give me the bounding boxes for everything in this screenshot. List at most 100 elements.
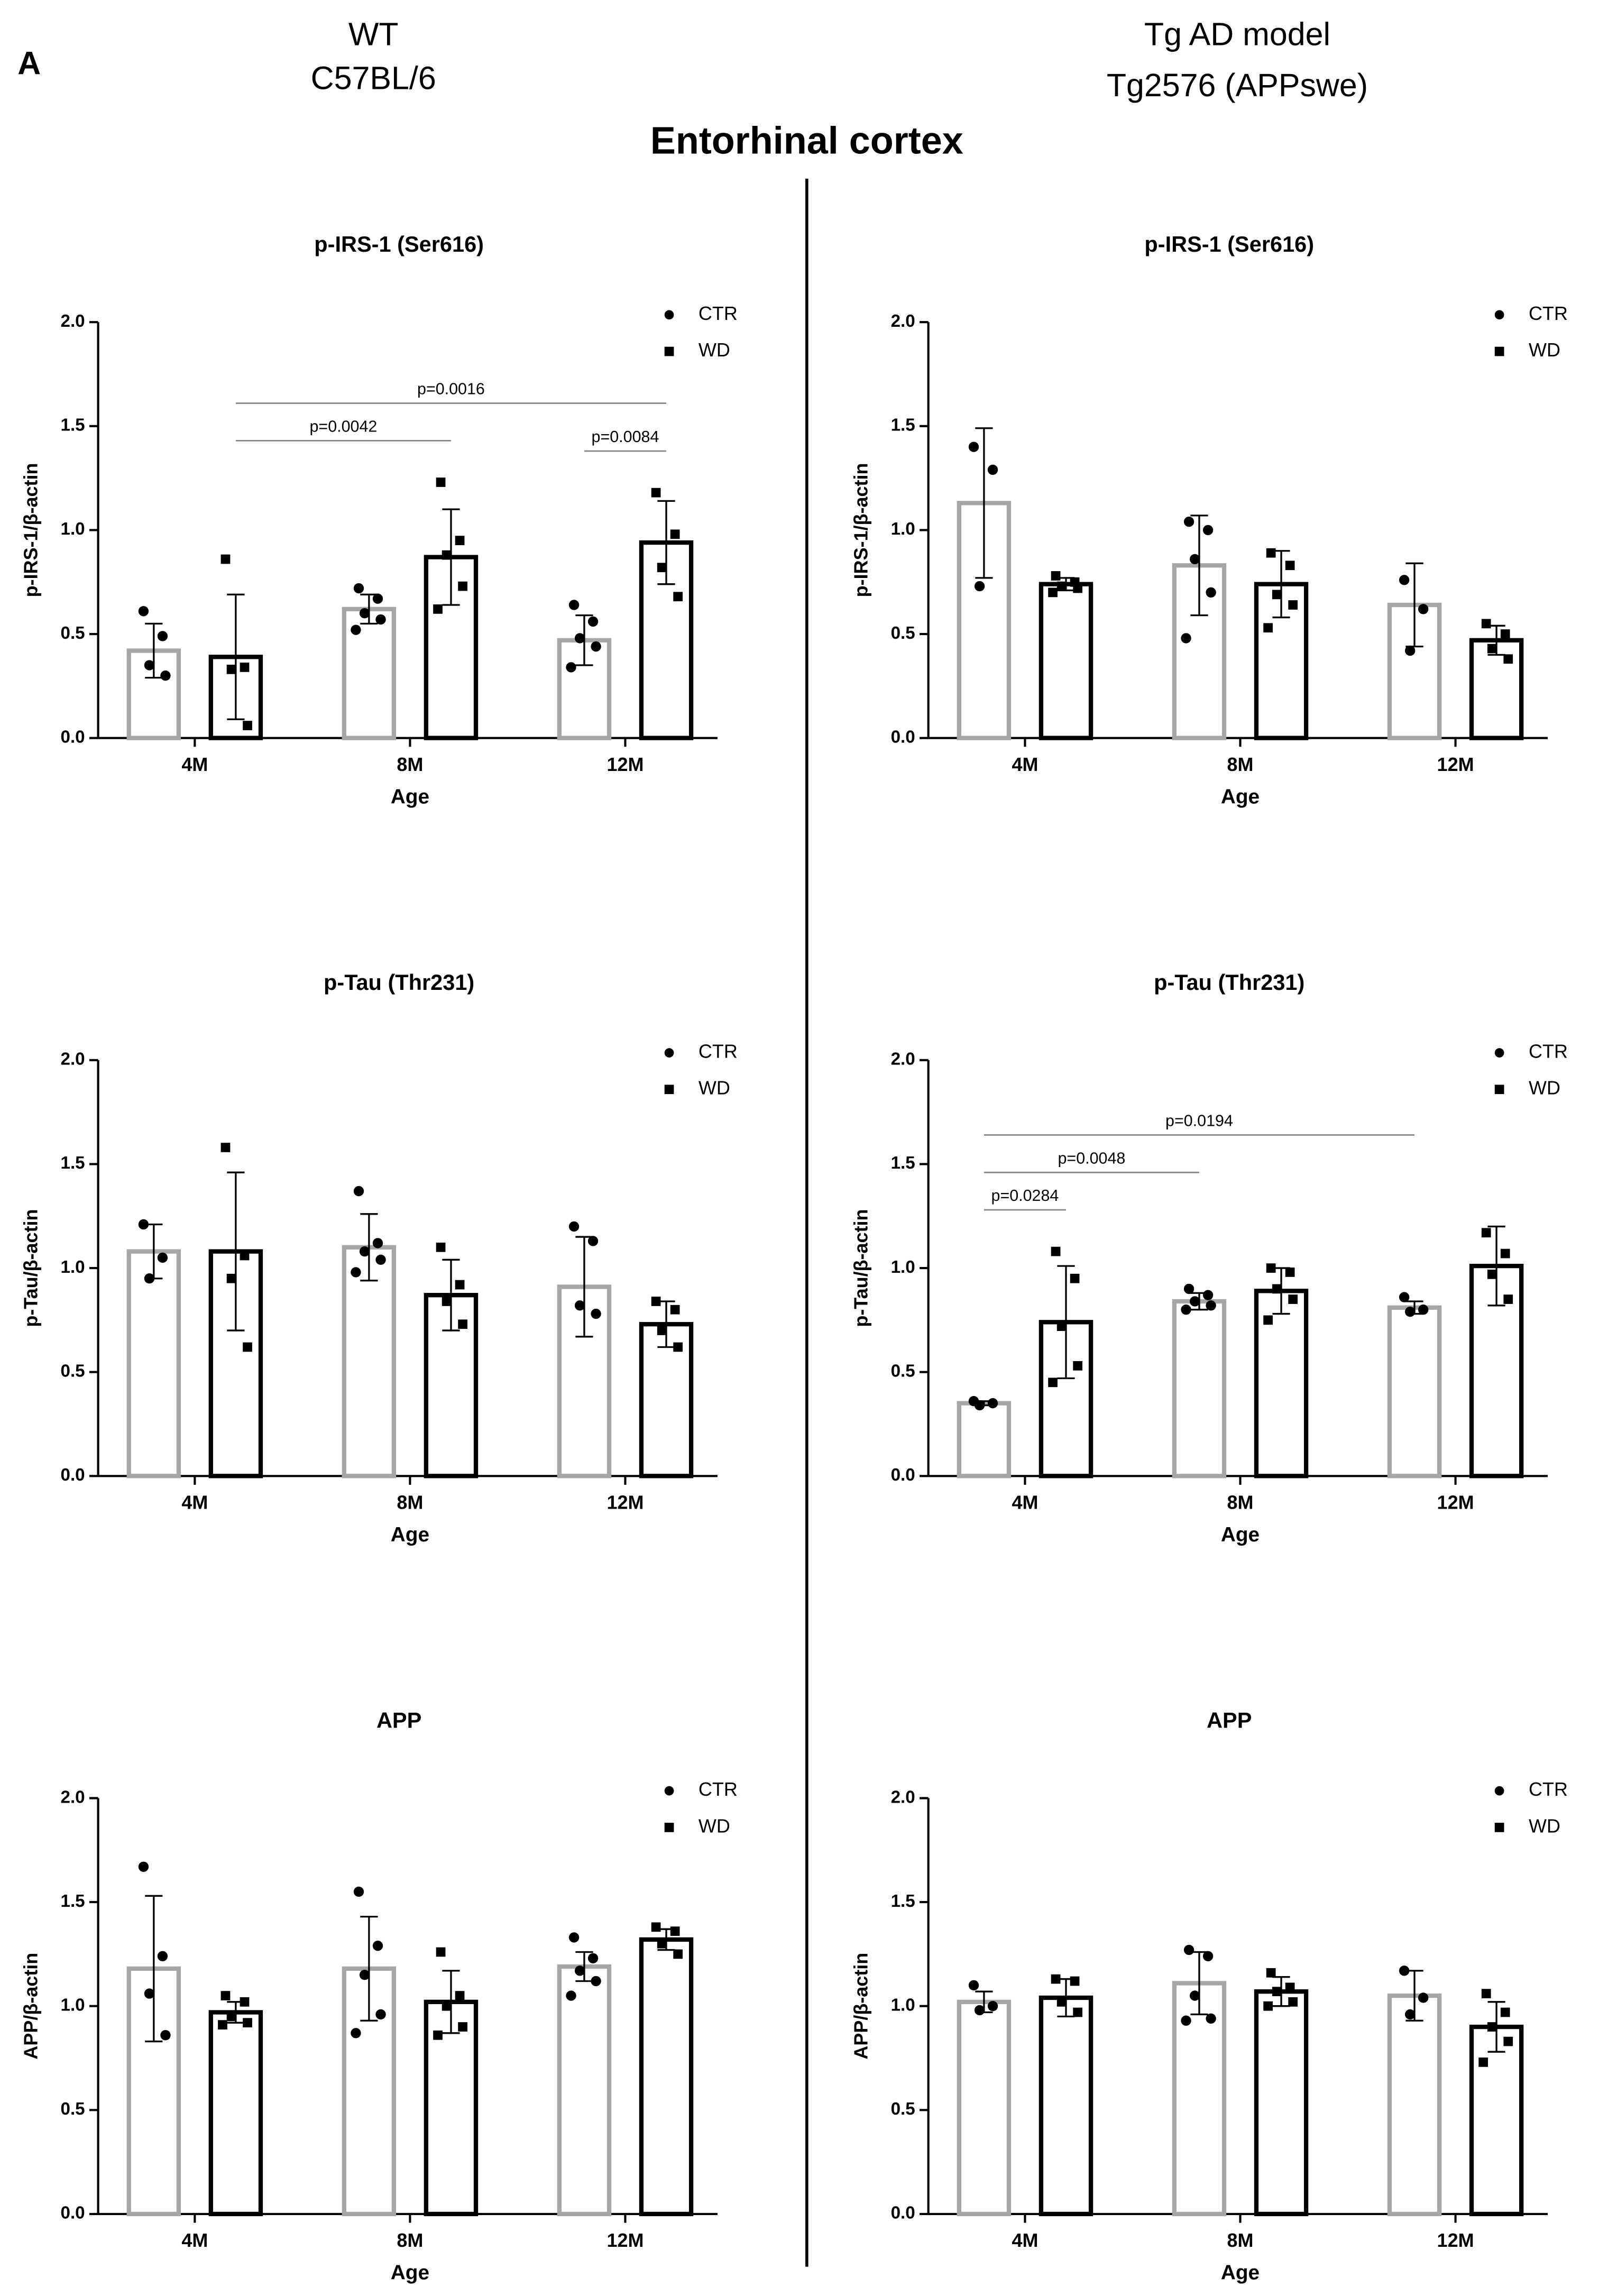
data-point bbox=[591, 1976, 601, 1987]
data-point bbox=[587, 1953, 599, 1963]
data-point bbox=[436, 1242, 446, 1252]
y-tick-label: 1.5 bbox=[60, 416, 85, 435]
data-point bbox=[673, 1342, 683, 1352]
data-point bbox=[1285, 561, 1295, 571]
data-point bbox=[657, 1326, 667, 1335]
data-point bbox=[1399, 575, 1410, 585]
data-point bbox=[160, 670, 171, 681]
y-tick-label: 1.5 bbox=[60, 1153, 85, 1173]
data-point bbox=[1418, 1992, 1429, 2003]
data-point bbox=[1183, 1283, 1194, 1294]
data-point bbox=[240, 1251, 250, 1261]
legend-label: CTR bbox=[1529, 1041, 1568, 1062]
significance-label: p=0.0048 bbox=[1058, 1149, 1126, 1167]
significance-label: p=0.0042 bbox=[309, 417, 377, 435]
data-point bbox=[1056, 1997, 1067, 2007]
legend-marker bbox=[664, 310, 674, 320]
data-point bbox=[568, 1932, 580, 1943]
bar bbox=[126, 1249, 181, 1478]
data-point bbox=[673, 592, 683, 602]
x-tick-label: 4M bbox=[1012, 1491, 1038, 1513]
bar bbox=[1387, 1305, 1442, 1478]
y-tick-label: 1.5 bbox=[891, 1891, 915, 1911]
data-point bbox=[353, 1886, 364, 1897]
x-tick-label: 12M bbox=[1437, 1491, 1474, 1513]
bar bbox=[957, 1401, 1012, 1478]
data-point bbox=[1288, 600, 1298, 610]
y-axis-label: p-IRS-1/β-actin bbox=[20, 463, 41, 597]
chart-title: APP bbox=[376, 1707, 421, 1732]
data-point bbox=[1481, 619, 1491, 629]
data-point bbox=[359, 1970, 370, 1980]
data-point bbox=[1405, 645, 1416, 656]
x-tick-label: 12M bbox=[606, 2229, 644, 2251]
data-point bbox=[226, 1273, 236, 1283]
data-point bbox=[1183, 1944, 1194, 1955]
data-point bbox=[442, 1297, 452, 1306]
bar bbox=[1039, 1995, 1093, 2217]
legend-marker bbox=[664, 1786, 674, 1796]
data-point bbox=[566, 1990, 576, 2001]
data-point bbox=[1288, 1997, 1298, 2007]
data-point bbox=[220, 554, 231, 564]
group-title: WT bbox=[348, 16, 399, 52]
data-point bbox=[372, 1940, 383, 1951]
significance-label: p=0.0084 bbox=[592, 428, 659, 446]
y-tick-label: 1.0 bbox=[891, 1995, 915, 2015]
x-tick-label: 8M bbox=[1227, 754, 1254, 775]
bar bbox=[1039, 582, 1093, 740]
y-tick-label: 2.0 bbox=[891, 1787, 915, 1807]
legend-label: WD bbox=[699, 339, 730, 361]
y-tick-label: 2.0 bbox=[60, 1050, 85, 1069]
legend-label: WD bbox=[1529, 1815, 1560, 1836]
data-point bbox=[1181, 2015, 1191, 2026]
x-tick-label: 4M bbox=[1012, 2229, 1038, 2251]
data-point bbox=[138, 1219, 149, 1230]
data-point bbox=[372, 593, 383, 604]
data-point bbox=[1500, 1248, 1510, 1259]
legend-marker bbox=[664, 1085, 674, 1095]
data-point bbox=[574, 633, 585, 644]
data-point bbox=[657, 563, 667, 573]
legend-marker bbox=[1494, 346, 1504, 356]
data-point bbox=[974, 1400, 985, 1411]
data-point bbox=[1183, 517, 1194, 527]
x-axis-label: Age bbox=[391, 785, 429, 808]
data-point bbox=[226, 665, 236, 674]
data-point bbox=[1503, 654, 1513, 664]
y-tick-label: 0.0 bbox=[891, 1465, 915, 1485]
x-axis-label: Age bbox=[391, 2262, 429, 2284]
data-point bbox=[1206, 2013, 1216, 2024]
bar bbox=[639, 1937, 694, 2217]
data-point bbox=[1206, 1300, 1216, 1311]
legend-label: WD bbox=[699, 1815, 730, 1836]
data-point bbox=[1051, 1246, 1061, 1256]
data-point bbox=[436, 477, 446, 487]
legend-marker bbox=[1494, 1048, 1504, 1058]
data-point bbox=[455, 1280, 465, 1290]
y-tick-label: 1.0 bbox=[60, 1995, 85, 2015]
data-point bbox=[240, 1997, 250, 2007]
data-point bbox=[351, 2028, 361, 2038]
data-point bbox=[1272, 1284, 1282, 1294]
data-point bbox=[1202, 1951, 1214, 1962]
data-point bbox=[1070, 1273, 1080, 1283]
group-subtitle: Tg2576 (APPswe) bbox=[1107, 67, 1368, 103]
data-point bbox=[591, 1308, 601, 1319]
data-point bbox=[243, 1342, 252, 1352]
y-tick-label: 0.5 bbox=[891, 1361, 915, 1381]
bar bbox=[1387, 1993, 1442, 2217]
legend-label: CTR bbox=[699, 1778, 738, 1800]
bar bbox=[957, 1999, 1012, 2217]
bar bbox=[1469, 2024, 1524, 2217]
chart-title: p-IRS-1 (Ser616) bbox=[1144, 232, 1314, 256]
x-tick-label: 8M bbox=[397, 1491, 423, 1513]
data-point bbox=[1056, 581, 1067, 591]
data-point bbox=[240, 663, 250, 672]
y-tick-label: 1.0 bbox=[891, 1257, 915, 1277]
data-point bbox=[458, 2022, 467, 2032]
y-tick-label: 1.0 bbox=[891, 519, 915, 539]
data-point bbox=[1202, 1290, 1214, 1300]
data-point bbox=[1487, 644, 1497, 654]
data-point bbox=[1073, 2007, 1082, 2017]
